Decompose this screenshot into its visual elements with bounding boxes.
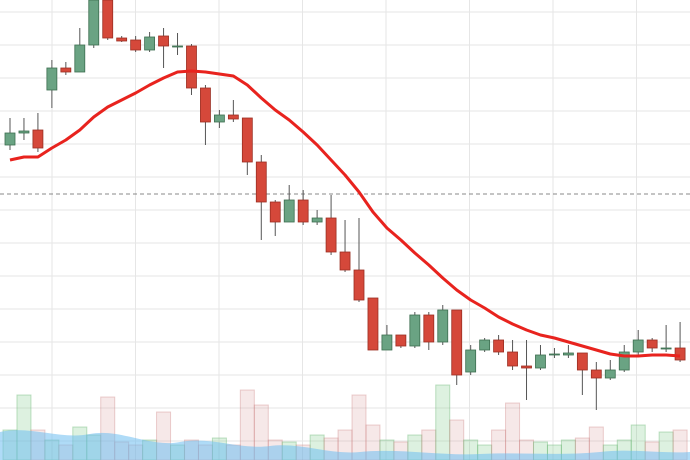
candle-body: [255, 161, 267, 203]
candle-body: [200, 87, 211, 123]
candle-body: [549, 353, 560, 356]
candle-body: [116, 37, 128, 42]
candle-body: [395, 334, 407, 347]
candle-body: [144, 36, 156, 51]
candle-body: [269, 201, 281, 223]
candle-body: [660, 347, 672, 350]
candle-body: [158, 35, 169, 47]
candle-body: [241, 117, 253, 163]
candle-body: [172, 45, 183, 48]
candle-body: [423, 314, 435, 343]
candle-body: [102, 0, 114, 39]
volume-bar: [253, 404, 269, 460]
candle-body: [297, 199, 309, 223]
volume-bar: [491, 429, 507, 460]
candle-body: [311, 217, 323, 223]
candle-body: [590, 369, 602, 379]
candle-body: [353, 269, 365, 301]
candle-body: [604, 369, 616, 379]
volume-bar: [351, 394, 367, 460]
volume-bar: [435, 384, 451, 460]
candle-body: [213, 114, 225, 123]
candle-body: [576, 352, 588, 371]
candle-body: [521, 365, 532, 369]
candle-body: [88, 0, 100, 46]
candle-body: [674, 347, 686, 361]
candle-body: [618, 351, 630, 371]
candle-body: [339, 251, 351, 271]
candle-body: [563, 352, 574, 356]
volume: [2, 384, 688, 460]
candle-body: [367, 297, 379, 351]
volume-bar: [239, 389, 255, 460]
candle-body: [18, 130, 30, 134]
volume-wave: [0, 430, 690, 460]
volume-bar: [588, 426, 604, 460]
candle-body: [60, 67, 72, 73]
candle-body: [451, 309, 463, 376]
candle-body: [646, 339, 658, 349]
candle-body: [74, 44, 86, 73]
volume-bar: [421, 429, 437, 460]
candle-body: [632, 339, 644, 353]
candle-body: [130, 39, 142, 51]
candle-body: [46, 67, 58, 91]
candle-body: [479, 339, 491, 351]
candle-body: [325, 217, 337, 253]
volume-bar: [505, 402, 521, 460]
candle-body: [32, 129, 44, 149]
candle-body: [283, 199, 295, 223]
moving-average: [9, 69, 681, 358]
volume-bar: [449, 419, 465, 460]
candle-body: [437, 309, 449, 343]
candle-body: [409, 314, 421, 347]
candle-body: [186, 45, 197, 89]
candle-body: [381, 334, 393, 351]
candle-body: [4, 132, 16, 146]
candle-body: [465, 349, 477, 373]
candle-body: [507, 351, 518, 367]
candle-body: [535, 354, 546, 369]
candle-body: [227, 114, 239, 120]
candle-body: [493, 339, 505, 353]
candles: [4, 0, 686, 410]
